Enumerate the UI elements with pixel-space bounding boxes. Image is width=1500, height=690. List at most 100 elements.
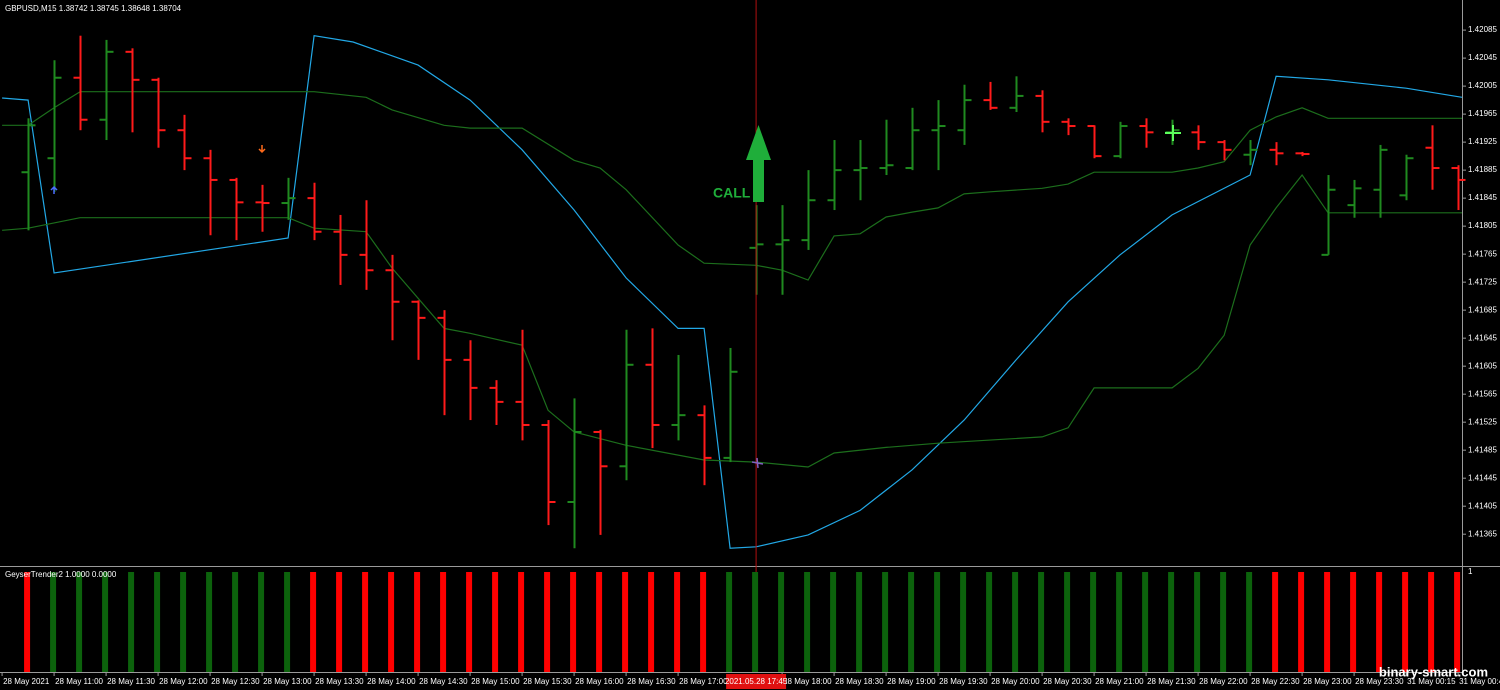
- trend-bar: [648, 572, 655, 672]
- ohlc-bar: [229, 177, 244, 241]
- time-label: 28 May 16:00: [575, 677, 624, 686]
- trend-bar: [1194, 572, 1201, 672]
- ohlc-bar: [151, 77, 166, 148]
- ohlc-bar: [1035, 90, 1050, 133]
- trend-bar: [960, 572, 967, 672]
- ohlc-bar: [307, 182, 322, 241]
- ohlc-bar: [1295, 151, 1310, 157]
- ohlc-bar: [593, 429, 608, 535]
- ohlc-bar: [1399, 154, 1414, 201]
- trend-bar: [778, 572, 785, 672]
- price-label: 1.41805: [1468, 221, 1497, 230]
- trend-bar: [882, 572, 889, 672]
- ohlc-bar: [957, 84, 972, 145]
- ohlc-bar: [73, 35, 88, 131]
- trend-bar: [1142, 572, 1149, 672]
- ohlc-bar: [385, 254, 400, 341]
- trend-bar: [492, 572, 499, 672]
- trend-bar: [336, 572, 343, 672]
- ohlc-bar: [827, 140, 842, 211]
- trend-bar: [830, 572, 837, 672]
- ohlc-bar: [1087, 125, 1102, 159]
- trend-bar: [50, 572, 57, 672]
- trend-bar: [544, 572, 551, 672]
- time-label: 28 May 23:30: [1355, 677, 1404, 686]
- trend-bar: [1324, 572, 1331, 672]
- trend-bar: [1038, 572, 1045, 672]
- price-label: 1.41925: [1468, 137, 1497, 146]
- trend-bar: [76, 572, 83, 672]
- time-label: 28 May 22:30: [1251, 677, 1300, 686]
- time-label: 28 May 2021: [3, 677, 50, 686]
- trend-bar: [1454, 572, 1461, 672]
- price-label: 1.41645: [1468, 333, 1497, 342]
- trend-bar: [388, 572, 395, 672]
- ohlc-bar: [1139, 118, 1154, 148]
- time-label: 28 May 15:00: [471, 677, 520, 686]
- time-label: 28 May 19:30: [939, 677, 988, 686]
- ohlc-bar: [463, 340, 478, 421]
- time-label: 28 May 21:00: [1095, 677, 1144, 686]
- price-label: 1.42005: [1468, 81, 1497, 90]
- time-label: 28 May 11:30: [107, 677, 155, 686]
- trend-bar: [1064, 572, 1071, 672]
- ohlc-bar: [1191, 125, 1206, 150]
- down-signal-arrow: [258, 145, 266, 154]
- trend-bar: [1168, 572, 1175, 672]
- ohlc-bar: [1243, 140, 1258, 166]
- ohlc-bar: [515, 329, 530, 441]
- trend-bar: [258, 572, 265, 672]
- ohlc-bar: [21, 118, 36, 231]
- up-signal-arrow: [50, 185, 58, 194]
- ohlc-bar: [489, 380, 504, 425]
- trend-bar: [1350, 572, 1357, 672]
- ohlc-bar: [905, 107, 920, 171]
- trend-bar: [232, 572, 239, 672]
- ohlc-bar: [411, 300, 426, 360]
- cursor-label-box: [726, 674, 787, 689]
- price-label: 1.41605: [1468, 361, 1497, 370]
- ohlc-bar: [281, 177, 296, 220]
- trend-bar: [726, 572, 733, 672]
- ohlc-bar: [1217, 140, 1232, 161]
- trend-bar: [1298, 572, 1305, 672]
- ohlc-bar: [203, 149, 218, 236]
- cursor-label: 2021.05.28 17:45: [725, 677, 788, 686]
- trend-bar: [1220, 572, 1227, 672]
- price-label: 1.41765: [1468, 249, 1497, 258]
- star-marker: [751, 457, 764, 469]
- ohlc-bar: [541, 420, 556, 526]
- trend-bar: [518, 572, 525, 672]
- ohlc-bar: [567, 398, 582, 549]
- trend-bar: [1428, 572, 1435, 672]
- ohlc-bar: [801, 170, 816, 250]
- trend-bar: [440, 572, 447, 672]
- indicator-title: GeyserTrender2 1.0000 0.0000: [5, 570, 117, 579]
- ohlc-bar: [879, 119, 894, 176]
- price-label: 1.41365: [1468, 529, 1497, 538]
- price-label: 1.41525: [1468, 417, 1497, 426]
- trend-bar: [206, 572, 213, 672]
- time-label: 28 May 12:30: [211, 677, 260, 686]
- price-label: 1.41885: [1468, 165, 1497, 174]
- time-label: 28 May 22:00: [1199, 677, 1248, 686]
- ohlc-bar: [671, 354, 686, 441]
- trend-bar: [1272, 572, 1279, 672]
- price-label: 1.41485: [1468, 445, 1497, 454]
- trend-bar: [284, 572, 291, 672]
- trend-bar: [934, 572, 941, 672]
- trend-bar: [622, 572, 629, 672]
- trend-bar: [1402, 572, 1409, 672]
- ohlc-bar: [1425, 125, 1440, 190]
- trend-bar: [986, 572, 993, 672]
- trend-bar: [674, 572, 681, 672]
- trend-bar: [1012, 572, 1019, 672]
- watermark: binary-smart.com: [1379, 664, 1488, 679]
- time-label: 28 May 19:00: [887, 677, 936, 686]
- indicator-line: [2, 173, 1462, 468]
- time-label: 28 May 18:00: [783, 677, 832, 686]
- ohlc-bar: [645, 328, 660, 449]
